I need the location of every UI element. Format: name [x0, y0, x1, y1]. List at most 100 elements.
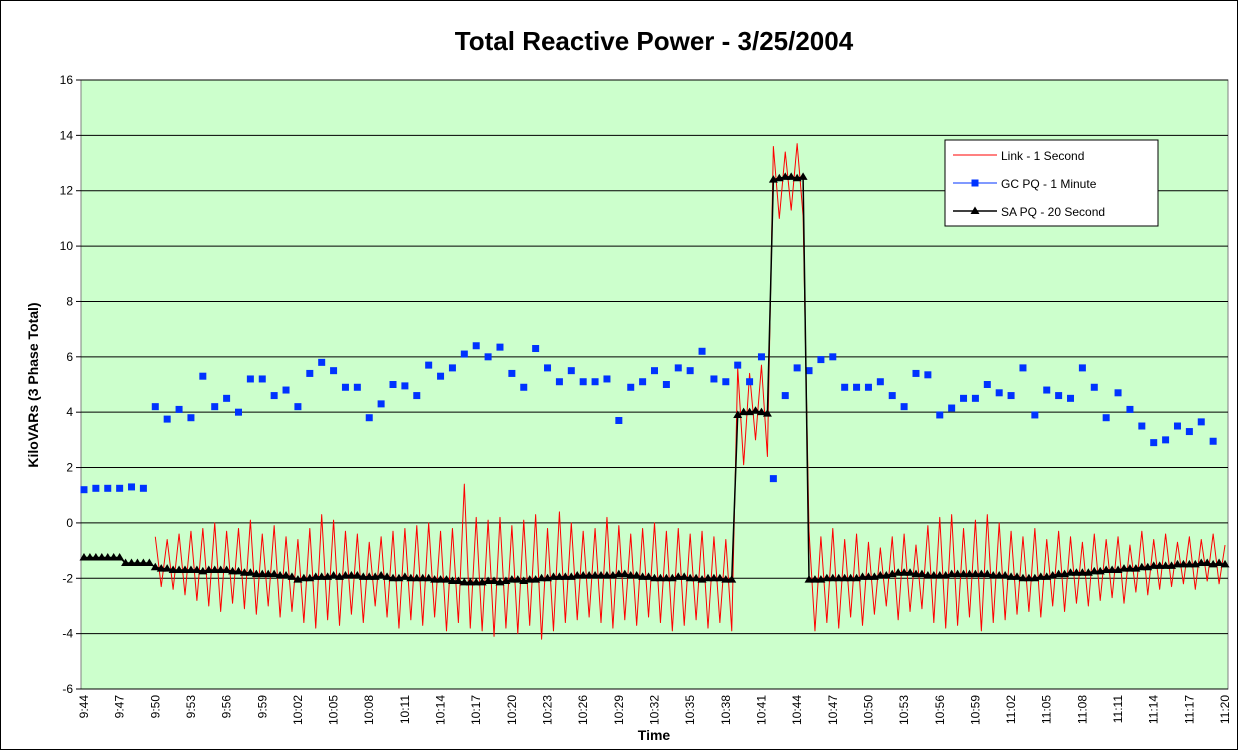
square-marker	[924, 371, 932, 379]
triangle-marker	[964, 569, 974, 578]
legend-label: Link - 1 Second	[1001, 149, 1084, 163]
x-tick-label: 10:14	[434, 695, 448, 725]
triangle-marker	[418, 573, 428, 582]
square-marker	[1197, 418, 1205, 426]
legend-label: GC PQ - 1 Minute	[1001, 177, 1097, 191]
triangle-marker	[1178, 559, 1188, 568]
square-marker	[92, 484, 100, 492]
y-tick-label: -6	[62, 682, 73, 696]
triangle-marker	[994, 571, 1004, 579]
square-marker	[734, 361, 742, 369]
triangle-marker	[751, 406, 761, 414]
square-marker	[615, 416, 623, 424]
square-marker	[258, 375, 266, 383]
triangle-marker	[239, 568, 249, 576]
triangle-marker	[810, 575, 820, 583]
triangle-marker	[834, 573, 844, 582]
x-tick-label: 11:11	[1111, 695, 1125, 724]
square-marker	[1138, 422, 1146, 430]
triangle-marker	[798, 172, 808, 180]
triangle-marker	[715, 573, 725, 582]
y-tick-label: 14	[60, 128, 74, 142]
square-marker	[425, 361, 433, 369]
square-marker	[270, 392, 278, 400]
triangle-marker	[959, 569, 969, 578]
square-marker	[116, 484, 124, 492]
square-marker	[900, 403, 908, 411]
triangle-marker	[923, 571, 933, 579]
square-marker	[627, 383, 635, 391]
x-tick-label: 11:14	[1147, 695, 1161, 724]
triangle-marker	[275, 571, 285, 579]
triangle-marker	[406, 573, 416, 582]
square-marker	[1055, 392, 1063, 400]
triangle-marker	[727, 575, 737, 583]
triangle-marker	[1214, 558, 1224, 567]
square-marker	[139, 484, 147, 492]
triangle-marker	[180, 565, 190, 573]
square-marker	[710, 375, 718, 383]
triangle-marker	[685, 573, 695, 582]
square-marker	[532, 345, 540, 353]
triangle-marker	[911, 569, 921, 578]
triangle-marker	[144, 558, 154, 567]
square-marker	[246, 375, 254, 383]
triangle-marker	[216, 565, 226, 573]
triangle-marker	[127, 558, 137, 567]
square-marker	[508, 369, 516, 377]
triangle-marker	[970, 569, 980, 578]
square-marker	[128, 483, 136, 491]
y-tick-label: 12	[60, 184, 74, 198]
triangle-marker	[1018, 573, 1028, 582]
triangle-marker	[988, 571, 998, 579]
x-tick-label: 9:56	[220, 695, 234, 719]
square-marker	[448, 364, 456, 372]
square-marker	[579, 378, 587, 386]
triangle-marker	[483, 576, 493, 585]
triangle-marker	[269, 569, 279, 578]
triangle-marker	[340, 571, 350, 579]
triangle-marker	[358, 572, 368, 580]
triangle-marker	[162, 564, 172, 572]
square-marker	[1078, 364, 1086, 372]
square-marker	[341, 383, 349, 391]
x-tick-label: 10:32	[648, 695, 662, 725]
square-marker	[757, 353, 765, 361]
triangle-marker	[620, 569, 630, 578]
x-tick-label: 9:44	[77, 695, 91, 719]
triangle-marker	[115, 553, 125, 561]
square-marker	[781, 392, 789, 400]
x-tick-label: 10:17	[469, 695, 483, 725]
triangle-marker	[222, 565, 232, 573]
x-tick-label: 10:35	[683, 695, 697, 725]
x-tick-label: 10:11	[398, 695, 412, 724]
triangle-marker	[953, 569, 963, 578]
triangle-marker	[548, 572, 558, 580]
triangle-marker	[251, 569, 261, 578]
triangle-marker	[441, 575, 451, 583]
square-marker	[496, 343, 504, 351]
triangle-marker	[233, 566, 243, 575]
square-marker	[472, 342, 480, 350]
triangle-marker	[584, 571, 594, 579]
triangle-marker	[121, 558, 131, 567]
square-marker	[829, 353, 837, 361]
square-marker	[864, 383, 872, 391]
triangle-marker	[679, 572, 689, 580]
triangle-marker	[863, 572, 873, 580]
triangle-marker	[596, 571, 606, 579]
triangle-marker	[91, 553, 101, 561]
y-tick-label: 0	[66, 516, 73, 530]
x-tick-label: 10:41	[754, 695, 768, 725]
triangle-marker	[756, 407, 766, 416]
triangle-marker	[673, 572, 683, 580]
triangle-marker	[739, 407, 749, 416]
triangle-marker	[1107, 565, 1117, 573]
triangle-marker	[412, 573, 422, 582]
triangle-marker	[400, 572, 410, 580]
square-marker	[211, 403, 219, 411]
triangle-marker	[572, 571, 582, 579]
square-marker	[353, 383, 361, 391]
square-marker	[853, 383, 861, 391]
square-marker	[1067, 394, 1075, 402]
